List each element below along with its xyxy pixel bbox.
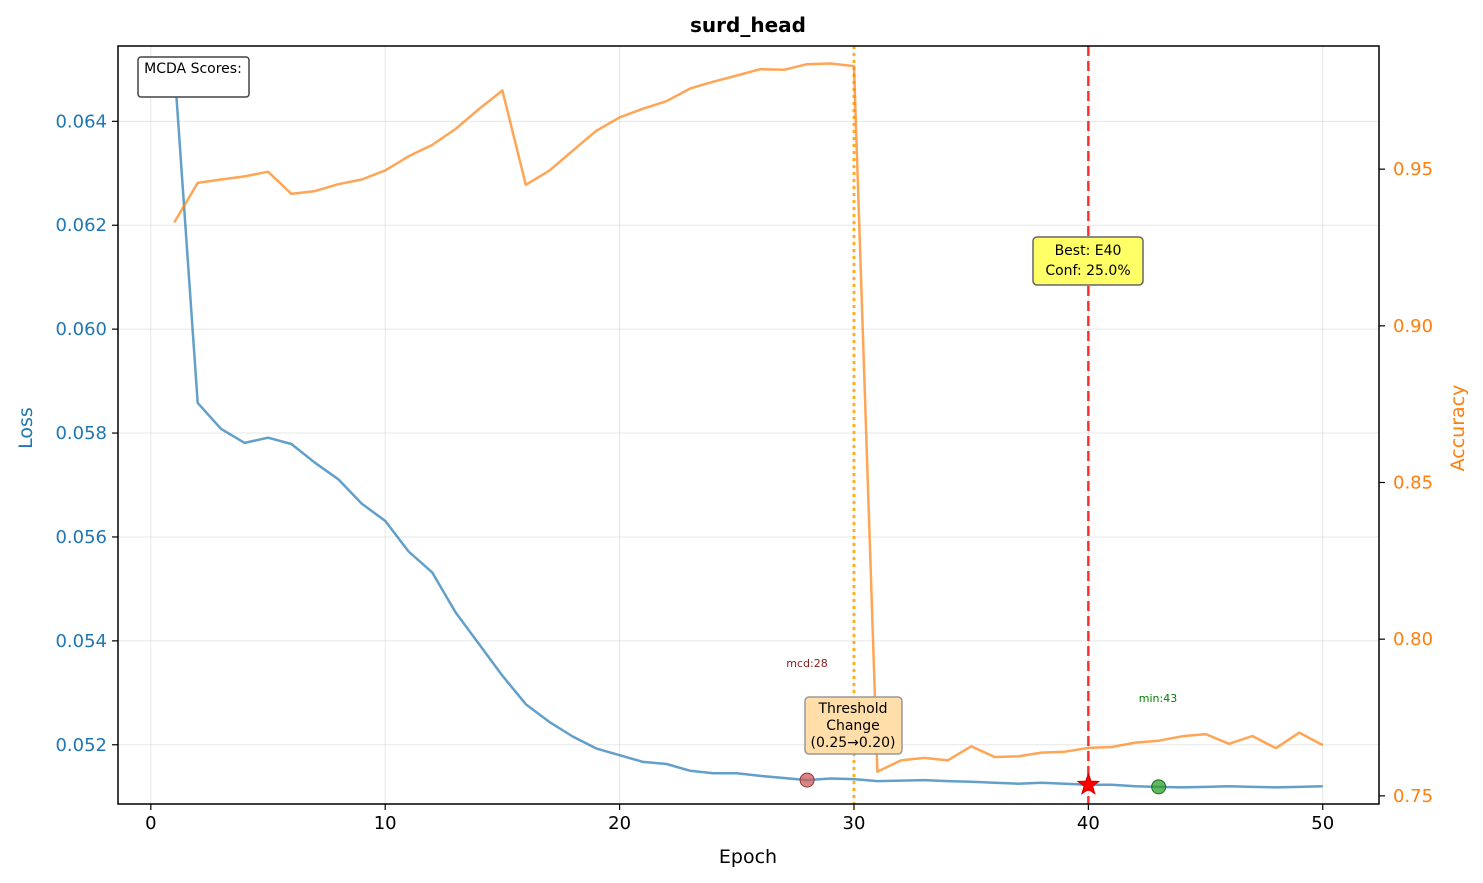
x-tick-label: 40: [1077, 813, 1100, 834]
best-label-line2: Conf: 25.0%: [1045, 263, 1130, 279]
min-label: min:43: [1139, 692, 1177, 705]
threshold-label-line1: Threshold: [818, 701, 888, 717]
tick-layer: 0 10 20 30 40 50 0.052 0.054 0.056 0.058 0.060 0.06…: [55, 111, 1433, 834]
mcd-label: mcd:28: [786, 657, 827, 670]
y-axis-left-title: Loss: [15, 407, 37, 449]
accuracy-line: [173, 62, 1324, 773]
x-tick-label: 30: [843, 813, 866, 834]
x-tick-label: 20: [608, 813, 631, 834]
x-tick-label: 50: [1311, 813, 1334, 834]
series-layer: [173, 62, 1324, 789]
y-left-tick-label: 0.062: [55, 215, 107, 236]
mcda-label: MCDA Scores:: [144, 61, 242, 77]
min-loss-marker: [1151, 779, 1167, 795]
y-left-tick-label: 0.064: [55, 111, 107, 132]
y-left-tick-label: 0.052: [55, 735, 107, 756]
y-right-tick-label: 0.85: [1393, 473, 1433, 494]
best-annotation-box: [1032, 236, 1144, 286]
y-left-tick-label: 0.056: [55, 527, 107, 548]
x-tick-label: 10: [374, 813, 397, 834]
vertical-lines: [852, 46, 1090, 804]
loss-line: [173, 65, 1323, 789]
y-right-tick-label: 0.95: [1393, 159, 1433, 180]
y-left-tick-label: 0.054: [55, 631, 107, 652]
threshold-label-line2: Change: [826, 718, 880, 734]
threshold-label-line3: (0.25→0.20): [811, 735, 896, 751]
best-epoch-star-marker: [1076, 772, 1101, 795]
mcda-box: [137, 56, 250, 98]
y-left-tick-label: 0.058: [55, 423, 107, 444]
plot-frame: [117, 45, 1380, 805]
mcd-marker: [799, 772, 815, 788]
y-left-tick-label: 0.060: [55, 319, 107, 340]
chart-title: surd_head: [690, 13, 806, 37]
y-axis-right-title: Accuracy: [1447, 385, 1469, 472]
best-label-line1: Best: E40: [1055, 243, 1122, 259]
x-tick-label: 0: [145, 813, 156, 834]
y-right-tick-label: 0.80: [1393, 629, 1433, 650]
y-right-tick-label: 0.90: [1393, 316, 1433, 337]
y-right-tick-label: 0.75: [1393, 786, 1433, 807]
marker-layer: [799, 772, 1167, 795]
threshold-annotation-box: [804, 696, 903, 755]
x-axis-title: Epoch: [719, 846, 777, 868]
